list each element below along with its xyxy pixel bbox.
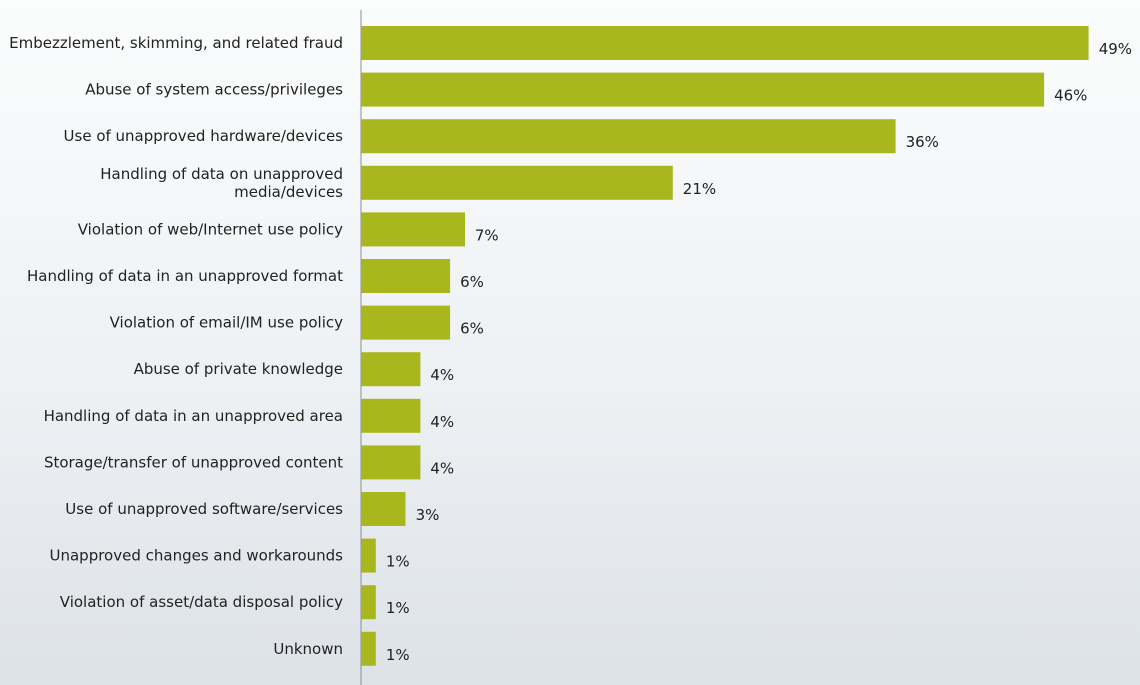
bar-use-of-unapproved-hardware-devices <box>361 119 896 154</box>
bar-abuse-of-system-access-privileges <box>361 72 1045 107</box>
bar-storage-transfer-of-unapproved-content <box>361 445 421 480</box>
value-label-embezzlement-skimming-and-related-fraud: 49% <box>1099 40 1132 58</box>
category-label-abuse-of-private-knowledge: Abuse of private knowledge <box>134 360 343 378</box>
category-label-embezzlement-skimming-and-related-fraud: Embezzlement, skimming, and related frau… <box>9 34 343 52</box>
category-label-violation-of-email-im-use-policy: Violation of email/IM use policy <box>110 314 344 332</box>
category-label-use-of-unapproved-hardware-devices: Use of unapproved hardware/devices <box>64 127 344 145</box>
category-label-storage-transfer-of-unapproved-content: Storage/transfer of unapproved content <box>44 453 343 471</box>
bar-handling-of-data-on-unapproved-media-devices <box>361 165 673 200</box>
value-label-storage-transfer-of-unapproved-content: 4% <box>430 459 454 477</box>
bar-handling-of-data-in-an-unapproved-area <box>361 398 421 433</box>
category-label-abuse-of-system-access-privileges: Abuse of system access/privileges <box>85 81 343 99</box>
value-label-unapproved-changes-and-workarounds: 1% <box>386 553 410 571</box>
value-label-use-of-unapproved-hardware-devices: 36% <box>906 133 939 151</box>
value-label-unknown: 1% <box>386 646 410 664</box>
category-label-use-of-unapproved-software-services: Use of unapproved software/services <box>65 500 343 518</box>
value-label-abuse-of-private-knowledge: 4% <box>430 366 454 384</box>
bar-embezzlement-skimming-and-related-fraud <box>361 26 1089 60</box>
category-label-handling-of-data-on-unapproved-media-devices: Handling of data on unapproved media/devi… <box>100 165 343 201</box>
category-label-violation-of-web-internet-use-policy: Violation of web/Internet use policy <box>78 220 343 238</box>
value-label-handling-of-data-in-an-unapproved-format: 6% <box>460 273 484 291</box>
value-label-handling-of-data-in-an-unapproved-area: 4% <box>430 413 454 431</box>
bar-unknown <box>361 631 376 666</box>
bar-unapproved-changes-and-workarounds <box>361 538 376 573</box>
category-label-handling-of-data-in-an-unapproved-area: Handling of data in an unapproved area <box>44 407 343 425</box>
value-label-use-of-unapproved-software-services: 3% <box>416 506 440 524</box>
category-label-unknown: Unknown <box>273 640 343 658</box>
value-label-abuse-of-system-access-privileges: 46% <box>1054 87 1087 105</box>
category-label-handling-of-data-in-an-unapproved-format: Handling of data in an unapproved format <box>27 267 343 285</box>
bar-violation-of-asset-data-disposal-policy <box>361 585 376 620</box>
category-label-violation-of-asset-data-disposal-policy: Violation of asset/data disposal policy <box>60 593 343 611</box>
bar-use-of-unapproved-software-services <box>361 492 406 526</box>
bar-handling-of-data-in-an-unapproved-format <box>361 259 451 293</box>
value-label-handling-of-data-on-unapproved-media-devices: 21% <box>683 180 716 198</box>
category-label-unapproved-changes-and-workarounds: Unapproved changes and workarounds <box>50 547 344 565</box>
bars-group: Embezzlement, skimming, and related frau… <box>9 26 1132 666</box>
bar-violation-of-email-im-use-policy <box>361 305 451 340</box>
bar-violation-of-web-internet-use-policy <box>361 212 465 247</box>
value-label-violation-of-email-im-use-policy: 6% <box>460 320 484 338</box>
value-label-violation-of-web-internet-use-policy: 7% <box>475 226 499 244</box>
value-label-violation-of-asset-data-disposal-policy: 1% <box>386 599 410 617</box>
bar-abuse-of-private-knowledge <box>361 352 421 387</box>
